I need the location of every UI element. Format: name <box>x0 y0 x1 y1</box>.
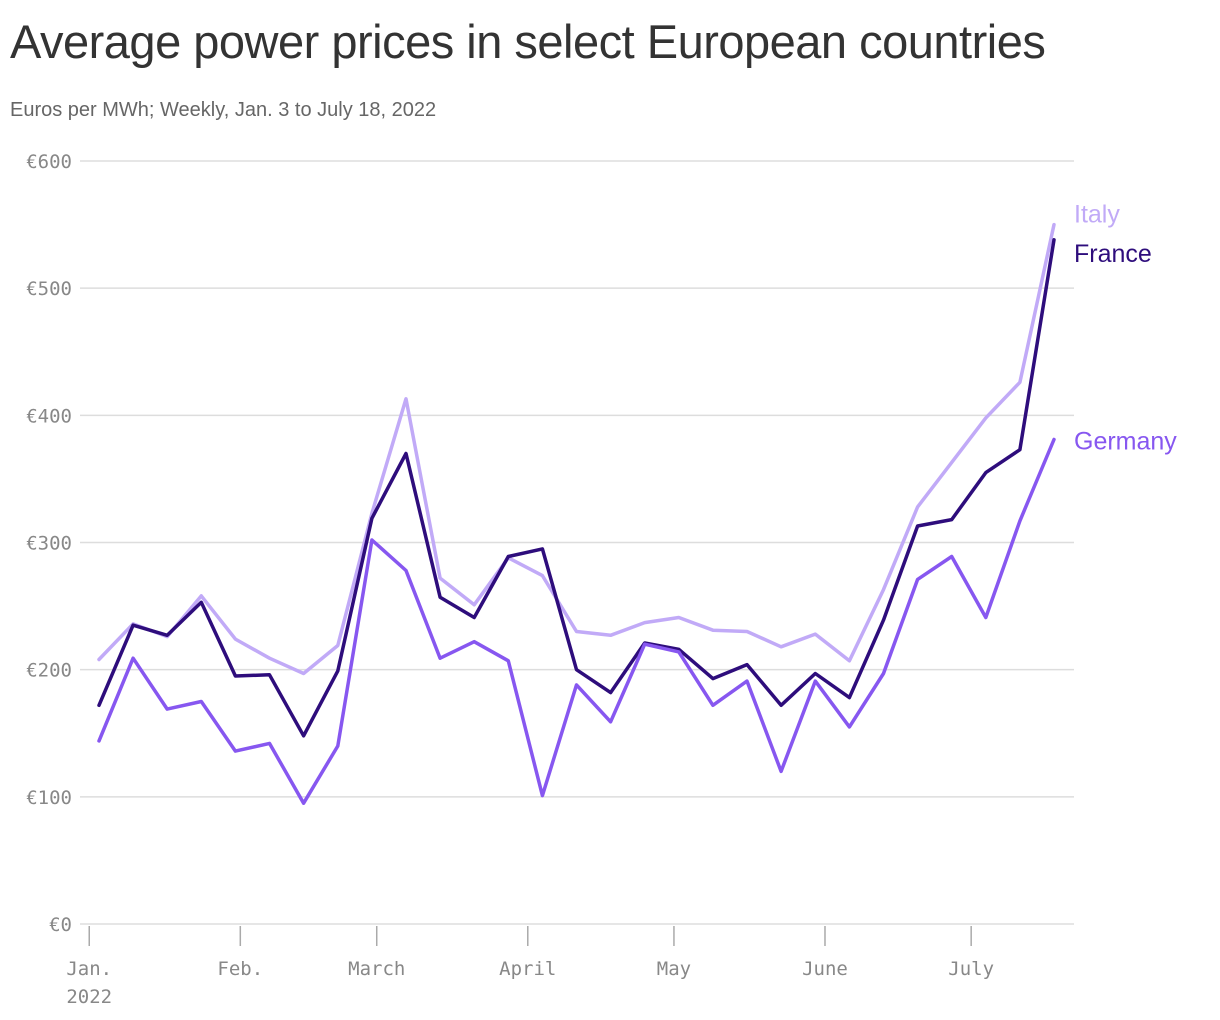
series-label-france: France <box>1074 240 1152 268</box>
y-tick-label: €600 <box>26 151 72 173</box>
series-lines <box>97 222 1056 805</box>
y-axis: €0 €100 €200 €300 €400 €500 €600 <box>26 151 72 936</box>
x-tick-label: Jan. <box>66 958 112 980</box>
x-tick-label: May <box>657 958 691 980</box>
chart-title: Average power prices in select European … <box>10 15 1046 68</box>
series-labels: Italy France Germany <box>1074 201 1177 456</box>
y-tick-label: €200 <box>26 660 72 682</box>
x-tick-label: July <box>948 958 994 980</box>
x-tick-label: March <box>348 958 405 980</box>
x-tick-label: Feb. <box>217 958 263 980</box>
series-label-germany: Germany <box>1074 427 1177 455</box>
chart-subtitle: Euros per MWh; Weekly, Jan. 3 to July 18… <box>10 99 437 121</box>
grid-lines <box>80 160 1074 925</box>
series-line-france <box>97 238 1056 738</box>
y-tick-label: €100 <box>26 787 72 809</box>
x-tick-label: April <box>499 958 556 980</box>
y-tick-label: €0 <box>49 914 72 936</box>
x-axis: Jan. 2022 Feb. March April May June July <box>66 926 994 1008</box>
series-line-italy <box>97 222 1056 676</box>
y-tick-label: €500 <box>26 278 72 300</box>
x-tick-label: June <box>802 958 848 980</box>
series-label-italy: Italy <box>1074 201 1120 229</box>
x-tick-label-year: 2022 <box>66 986 112 1008</box>
series-line-germany <box>97 437 1056 805</box>
y-tick-label: €300 <box>26 533 72 555</box>
y-tick-label: €400 <box>26 405 72 427</box>
